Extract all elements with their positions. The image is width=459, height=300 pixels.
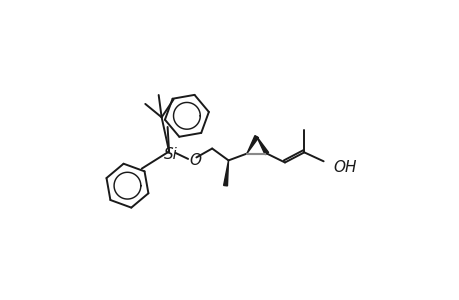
Text: OH: OH xyxy=(333,160,356,175)
Polygon shape xyxy=(256,136,268,154)
Polygon shape xyxy=(223,160,228,186)
Text: Si: Si xyxy=(163,147,177,162)
Text: O: O xyxy=(189,154,201,169)
Polygon shape xyxy=(246,136,258,154)
